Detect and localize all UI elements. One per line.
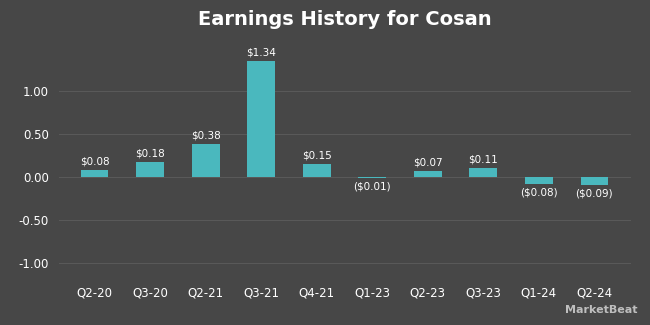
Bar xyxy=(192,144,220,177)
Bar xyxy=(303,164,331,177)
Title: Earnings History for Cosan: Earnings History for Cosan xyxy=(198,10,491,29)
Bar xyxy=(580,177,608,185)
Text: $0.15: $0.15 xyxy=(302,151,332,161)
Bar xyxy=(81,170,109,177)
Text: $0.11: $0.11 xyxy=(469,154,498,164)
Bar xyxy=(247,61,275,177)
Text: ($0.08): ($0.08) xyxy=(520,188,558,197)
Text: $1.34: $1.34 xyxy=(246,48,276,58)
Text: $0.38: $0.38 xyxy=(191,131,220,141)
Text: MarketBeat: MarketBeat xyxy=(564,305,637,315)
Bar xyxy=(525,177,552,184)
Text: ($0.09): ($0.09) xyxy=(576,188,613,198)
Bar xyxy=(358,177,386,178)
Bar xyxy=(414,171,442,177)
Text: $0.18: $0.18 xyxy=(135,148,165,158)
Bar xyxy=(136,162,164,177)
Text: $0.08: $0.08 xyxy=(80,157,109,167)
Text: ($0.01): ($0.01) xyxy=(354,181,391,191)
Text: $0.07: $0.07 xyxy=(413,158,443,168)
Bar xyxy=(469,168,497,177)
